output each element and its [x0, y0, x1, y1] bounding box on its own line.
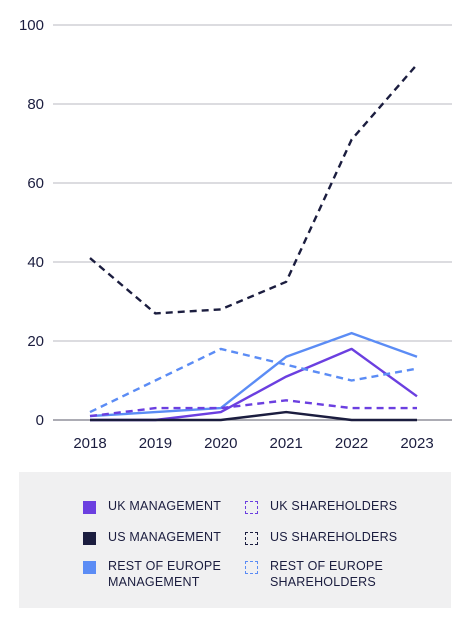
- x-tick-label-2018: 2018: [73, 435, 106, 452]
- legend-label-us-shareholders: US SHAREHOLDERS: [270, 530, 398, 544]
- legend-item-uk-management: UK MANAGEMENT: [83, 498, 221, 514]
- x-tick-label-2023: 2023: [400, 435, 433, 452]
- x-tick-label-2021: 2021: [270, 435, 303, 452]
- legend-label-uk-management: UK MANAGEMENT: [108, 499, 222, 513]
- legend-swatch-rest-of-europe-shareholders: [245, 561, 258, 574]
- legend-item-rest-of-europe-shareholders: REST OF EUROPE SHAREHOLDERS: [245, 558, 383, 590]
- legend-swatch-uk-shareholders: [245, 501, 258, 514]
- legend-item-us-shareholders: US SHAREHOLDERS: [245, 529, 397, 545]
- legend-label-us-management: US MANAGEMENT: [108, 530, 222, 544]
- series-line-uk-shareholders: [89, 399, 417, 418]
- legend-item-us-management: US MANAGEMENT: [83, 529, 221, 545]
- legend-label-rest-of-europe-shareholders: REST OF EUROPE SHAREHOLDERS: [270, 559, 384, 589]
- legend-item-rest-of-europe-management: REST OF EUROPE MANAGEMENT: [83, 558, 221, 590]
- series-line-us-shareholders: [89, 63, 418, 315]
- legend-swatch-us-management: [83, 532, 96, 545]
- series-line-us-management: [90, 410, 417, 422]
- line-chart: 0 20 40 60 80 100 2018 2019 2020 2021 2022 2023: [19, 17, 452, 452]
- legend-swatch-us-shareholders: [245, 532, 258, 545]
- legend: UK MANAGEMENT US MANAGEMENT REST OF EURO…: [19, 472, 451, 608]
- series-line-rest-of-europe-shareholders: [89, 347, 418, 414]
- x-tick-label-2020: 2020: [204, 435, 237, 452]
- y-tick-label-40: 40: [27, 254, 44, 271]
- y-tick-label-100: 100: [19, 17, 44, 34]
- legend-label-uk-shareholders: UK SHAREHOLDERS: [270, 499, 398, 513]
- x-tick-label-2019: 2019: [139, 435, 172, 452]
- y-tick-label-20: 20: [27, 333, 44, 350]
- y-tick-label-0: 0: [36, 412, 44, 429]
- legend-label-rest-of-europe-management: REST OF EUROPE MANAGEMENT: [108, 559, 222, 589]
- legend-swatch-uk-management: [83, 501, 96, 514]
- legend-swatch-rest-of-europe-management: [83, 561, 96, 574]
- legend-item-uk-shareholders: UK SHAREHOLDERS: [245, 498, 397, 514]
- x-tick-label-2022: 2022: [335, 435, 368, 452]
- y-tick-label-80: 80: [27, 96, 44, 113]
- y-tick-label-60: 60: [27, 175, 44, 192]
- series-line-rest-of-europe-management: [89, 331, 418, 418]
